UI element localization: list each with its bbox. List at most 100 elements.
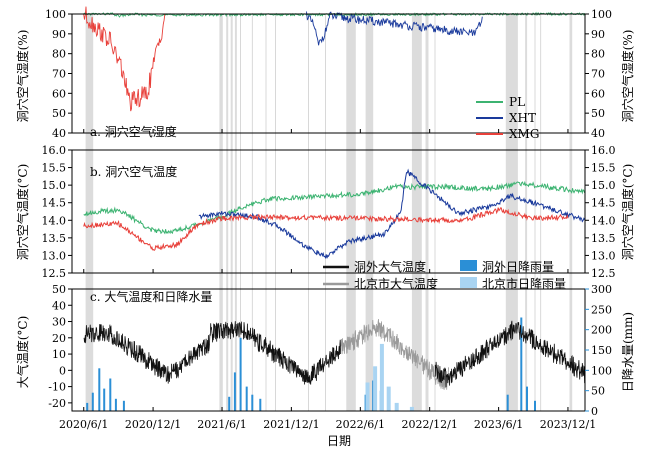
x-tick-label: 2020/6/1 [59, 418, 108, 431]
y-tick-label-left: 20 [52, 332, 66, 345]
legend-beijing-rain-swatch [460, 277, 477, 288]
x-tick-label: 2022/6/1 [336, 418, 385, 431]
series-line-outside-temperature [83, 324, 211, 384]
data-gap-band [505, 14, 518, 411]
y-tick-label-right: 60 [591, 87, 605, 100]
series-line-beijing-temperature [340, 319, 449, 390]
xlabel: 日期 [327, 434, 351, 448]
y-tick-label-right: 200 [591, 324, 612, 337]
data-gap-band [425, 14, 429, 411]
y-tick-label-left: 15.0 [42, 179, 67, 192]
y-tick-label-right: 16.0 [591, 144, 616, 157]
series-line-humidity-xmg [83, 6, 166, 112]
y-tick-label-left: 0 [59, 364, 66, 377]
y-tick-label-left: 13.0 [42, 249, 67, 262]
y-tick-label-left: 90 [52, 28, 66, 41]
y-tick-label-right: 100 [591, 364, 612, 377]
y-tick-label-left: 50 [52, 107, 66, 120]
y-tick-label-left: 13.5 [42, 232, 67, 245]
rain-bar-outside [91, 392, 94, 411]
rain-bar-outside [239, 337, 242, 411]
y-tick-label-left: 40 [52, 299, 66, 312]
ylabel-a-right: 洞穴空气湿度(%) [620, 30, 635, 123]
ylabel-b: 洞穴空气温度(°C) [15, 164, 30, 261]
rain-bar-outside [233, 372, 236, 411]
rain-bar-beijing [379, 343, 384, 411]
rain-bar-beijing [394, 402, 399, 411]
series-line-outside-temperature [434, 320, 586, 388]
y-tick-label-right: 40 [591, 127, 605, 140]
rain-bar-outside [103, 388, 106, 411]
data-gap-band [365, 14, 374, 411]
y-tick-label-right: 90 [591, 28, 605, 41]
rain-bar-outside [228, 396, 231, 411]
legend-beijing-rain-label: 北京市日降雨量 [482, 276, 566, 291]
y-tick-label-left: 40 [52, 127, 66, 140]
y-tick-label-right: 14.0 [591, 214, 616, 227]
y-tick-label-right: 12.5 [591, 267, 616, 280]
rain-bar-outside [534, 400, 536, 411]
plot-frame [71, 149, 586, 274]
x-tick-label: 2023/6/1 [474, 418, 523, 431]
x-tick-label: 2023/12/1 [540, 418, 596, 431]
y-tick-label-right: 150 [591, 344, 612, 357]
y-tick-label-left: -20 [48, 397, 66, 410]
rain-bar-outside [506, 394, 509, 411]
y-tick-label-left: 60 [52, 87, 66, 100]
y-tick-label-right: 15.0 [591, 179, 616, 192]
legend-xmg-label: XMG [509, 127, 539, 141]
series-line-temperature-pl [83, 180, 586, 235]
rain-bar-outside [109, 378, 112, 411]
rain-bar-outside [114, 398, 117, 411]
x-tick-label: 2021/12/1 [263, 418, 319, 431]
data-gap-band [226, 14, 229, 411]
x-tick-label: 2020/12/1 [125, 418, 181, 431]
ylabel-b-right: 洞穴空气温度(°C) [620, 164, 635, 261]
x-tick-label: 2022/12/1 [401, 418, 457, 431]
ylabel-c-right: 日降水量(mm) [621, 312, 635, 392]
legend-outside-rain-label: 洞外日降雨量 [482, 260, 554, 274]
y-tick-label-left: 14.5 [42, 197, 67, 210]
rain-bars [86, 317, 536, 411]
rain-bar-outside [251, 394, 254, 411]
legend-outside-temp-label: 洞外大气温度 [354, 259, 426, 274]
ylabel-c: 大气温度(°C) [15, 316, 30, 389]
rain-bar-beijing [386, 386, 391, 411]
y-tick-label-left: 30 [52, 316, 66, 329]
data-gap-band [411, 14, 422, 411]
y-tick-label-right: 100 [591, 8, 612, 21]
panel-a-label: a. 洞穴空气湿度 [90, 124, 177, 139]
data-gap-band [525, 14, 528, 411]
data-gap-shading [85, 14, 573, 411]
y-tick-label-right: 50 [591, 385, 605, 398]
legend-outside-rain-swatch [460, 260, 477, 271]
series-line-humidity-xht [306, 11, 483, 46]
panel-c-label: c. 大气温度和日降水量 [90, 289, 212, 304]
legend-beijing-temp-label: 北京市大气温度 [354, 276, 438, 291]
data-gap-band [346, 14, 356, 411]
rain-bar-beijing [365, 382, 370, 411]
y-tick-label-right: 13.0 [591, 249, 616, 262]
y-tick-label-left: -10 [48, 381, 66, 394]
y-tick-label-left: 70 [52, 68, 66, 81]
series-line-outside-temperature [209, 321, 341, 385]
series-line-temperature-xht [198, 168, 586, 259]
y-tick-label-right: 300 [591, 283, 612, 296]
rain-bar-outside [520, 317, 523, 411]
rain-bar-beijing [409, 406, 414, 411]
y-tick-label-right: 50 [591, 107, 605, 120]
rain-bar-outside [526, 386, 528, 411]
legend-xht-label: XHT [509, 111, 536, 125]
legend-pl-label: PL [509, 95, 525, 109]
rain-bar-outside [122, 400, 125, 411]
rain-bar-outside [245, 386, 248, 411]
y-tick-label-right: 15.5 [591, 162, 616, 175]
y-tick-label-left: 12.5 [42, 267, 67, 280]
y-tick-label-right: 250 [591, 303, 612, 316]
panel-b-label: b. 洞穴空气温度 [90, 164, 177, 179]
y-tick-label-right: 0 [591, 405, 598, 418]
rain-bar-outside [86, 402, 89, 411]
rain-bar-outside [259, 398, 262, 411]
